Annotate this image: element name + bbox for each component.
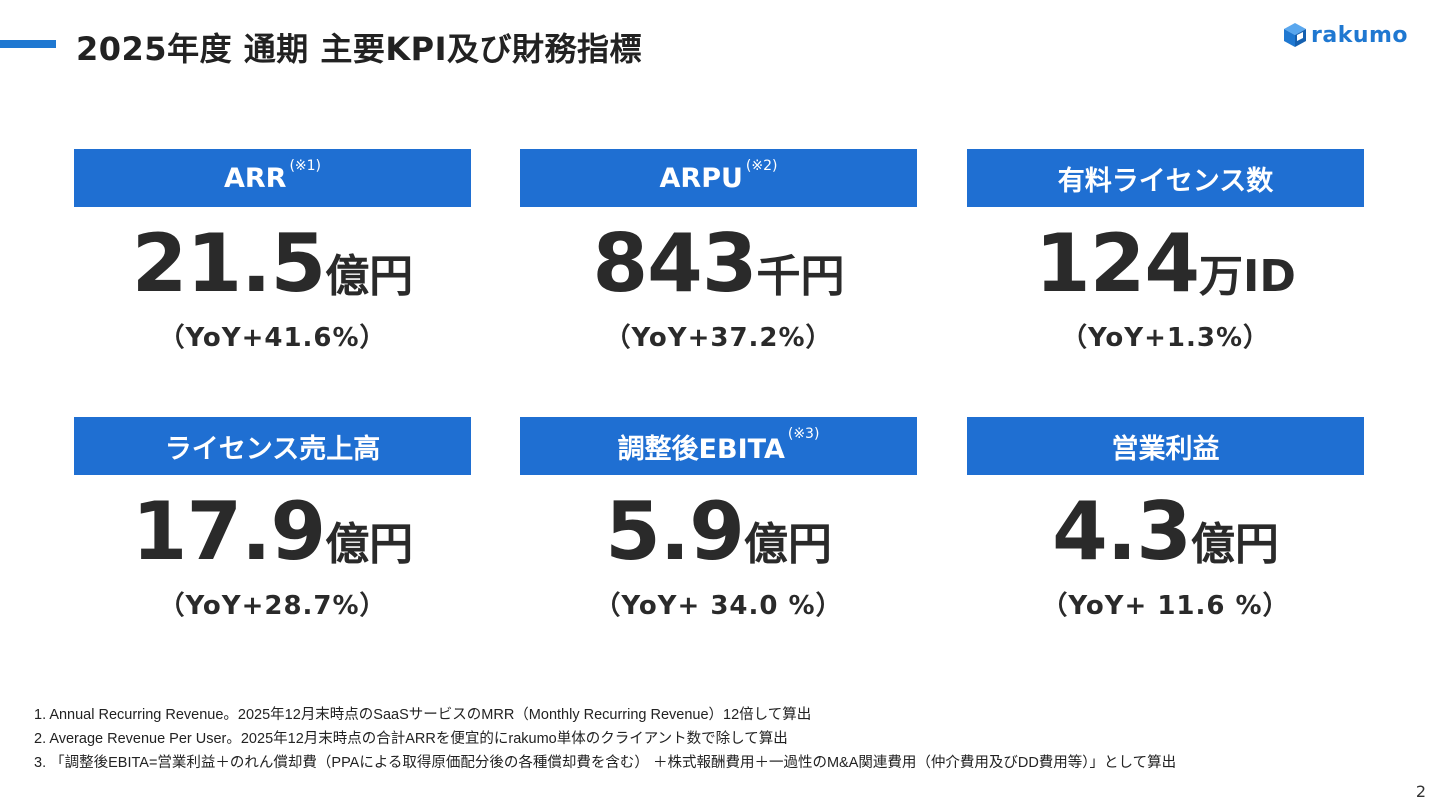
kpi-number: 17.9	[131, 485, 326, 578]
kpi-arr: ARR (※1) 21.5億円 （YoY+41.6%）	[74, 149, 471, 354]
footnote-3: 3. 「調整後EBITA=営業利益＋のれん償却費（PPAによる取得原価配分後の各…	[34, 755, 1177, 771]
kpi-yoy: （YoY+28.7%）	[158, 591, 387, 621]
kpi-value: 4.3億円	[967, 489, 1364, 575]
kpi-unit: 億円	[743, 519, 832, 570]
kpi-label: 調整後EBITA	[617, 433, 785, 465]
logo-text: rakumo	[1311, 22, 1409, 48]
kpi-header: ARR (※1)	[74, 149, 471, 207]
kpi-value: 124万ID	[967, 221, 1364, 307]
rakumo-cube-icon	[1284, 23, 1306, 47]
kpi-note: (※3)	[787, 426, 820, 442]
rakumo-logo: rakumo	[1283, 21, 1408, 49]
kpi-label: ライセンス売上高	[164, 433, 381, 465]
kpi-value: 21.5億円	[74, 221, 471, 307]
kpi-note: (※2)	[745, 158, 778, 174]
kpi-unit: 千円	[756, 251, 845, 302]
kpi-note: (※1)	[289, 158, 322, 174]
page-number: 2	[1415, 782, 1426, 801]
kpi-label: 有料ライセンス数	[1057, 165, 1274, 197]
footnote-2: 2. Average Revenue Per User。2025年12月末時点の…	[34, 731, 788, 747]
accent-bar	[0, 40, 56, 48]
kpi-yoy: （YoY+41.6%）	[158, 323, 387, 353]
kpi-yoy: （YoY+1.3%）	[1060, 323, 1271, 353]
kpi-header: ARPU (※2)	[520, 149, 917, 207]
footnote-1: 1. Annual Recurring Revenue。2025年12月末時点の…	[34, 707, 812, 723]
kpi-label: ARPU	[659, 162, 743, 194]
kpi-adjusted-ebita: 調整後EBITA (※3) 5.9億円 （YoY+ 34.0 %）	[520, 417, 917, 622]
kpi-arpu: ARPU (※2) 843千円 （YoY+37.2%）	[520, 149, 917, 354]
kpi-unit: 万ID	[1199, 251, 1296, 302]
kpi-value: 5.9億円	[520, 489, 917, 575]
kpi-number: 21.5	[131, 217, 326, 310]
kpi-label: ARR	[223, 162, 287, 194]
footnotes: 1. Annual Recurring Revenue。2025年12月末時点の…	[34, 703, 1176, 775]
kpi-unit: 億円	[1190, 519, 1279, 570]
kpi-license-revenue: ライセンス売上高 17.9億円 （YoY+28.7%）	[74, 417, 471, 622]
kpi-header: 営業利益	[967, 417, 1364, 475]
kpi-unit: 億円	[325, 251, 414, 302]
kpi-header: ライセンス売上高	[74, 417, 471, 475]
kpi-operating-profit: 営業利益 4.3億円 （YoY+ 11.6 %）	[967, 417, 1364, 622]
kpi-number: 4.3	[1052, 485, 1192, 578]
kpi-value: 17.9億円	[74, 489, 471, 575]
kpi-number: 5.9	[605, 485, 745, 578]
kpi-number: 843	[592, 217, 758, 310]
kpi-paid-licenses: 有料ライセンス数 124万ID （YoY+1.3%）	[967, 149, 1364, 354]
kpi-yoy: （YoY+37.2%）	[604, 323, 833, 353]
kpi-number: 124	[1035, 217, 1200, 310]
kpi-header: 有料ライセンス数	[967, 149, 1364, 207]
kpi-label: 営業利益	[1111, 433, 1220, 465]
kpi-header: 調整後EBITA (※3)	[520, 417, 917, 475]
kpi-yoy: （YoY+ 34.0 %）	[594, 591, 843, 621]
page-title: 2025年度 通期 主要KPI及び財務指標	[76, 30, 643, 68]
kpi-unit: 億円	[325, 519, 414, 570]
kpi-yoy: （YoY+ 11.6 %）	[1041, 591, 1290, 621]
kpi-value: 843千円	[520, 221, 917, 307]
